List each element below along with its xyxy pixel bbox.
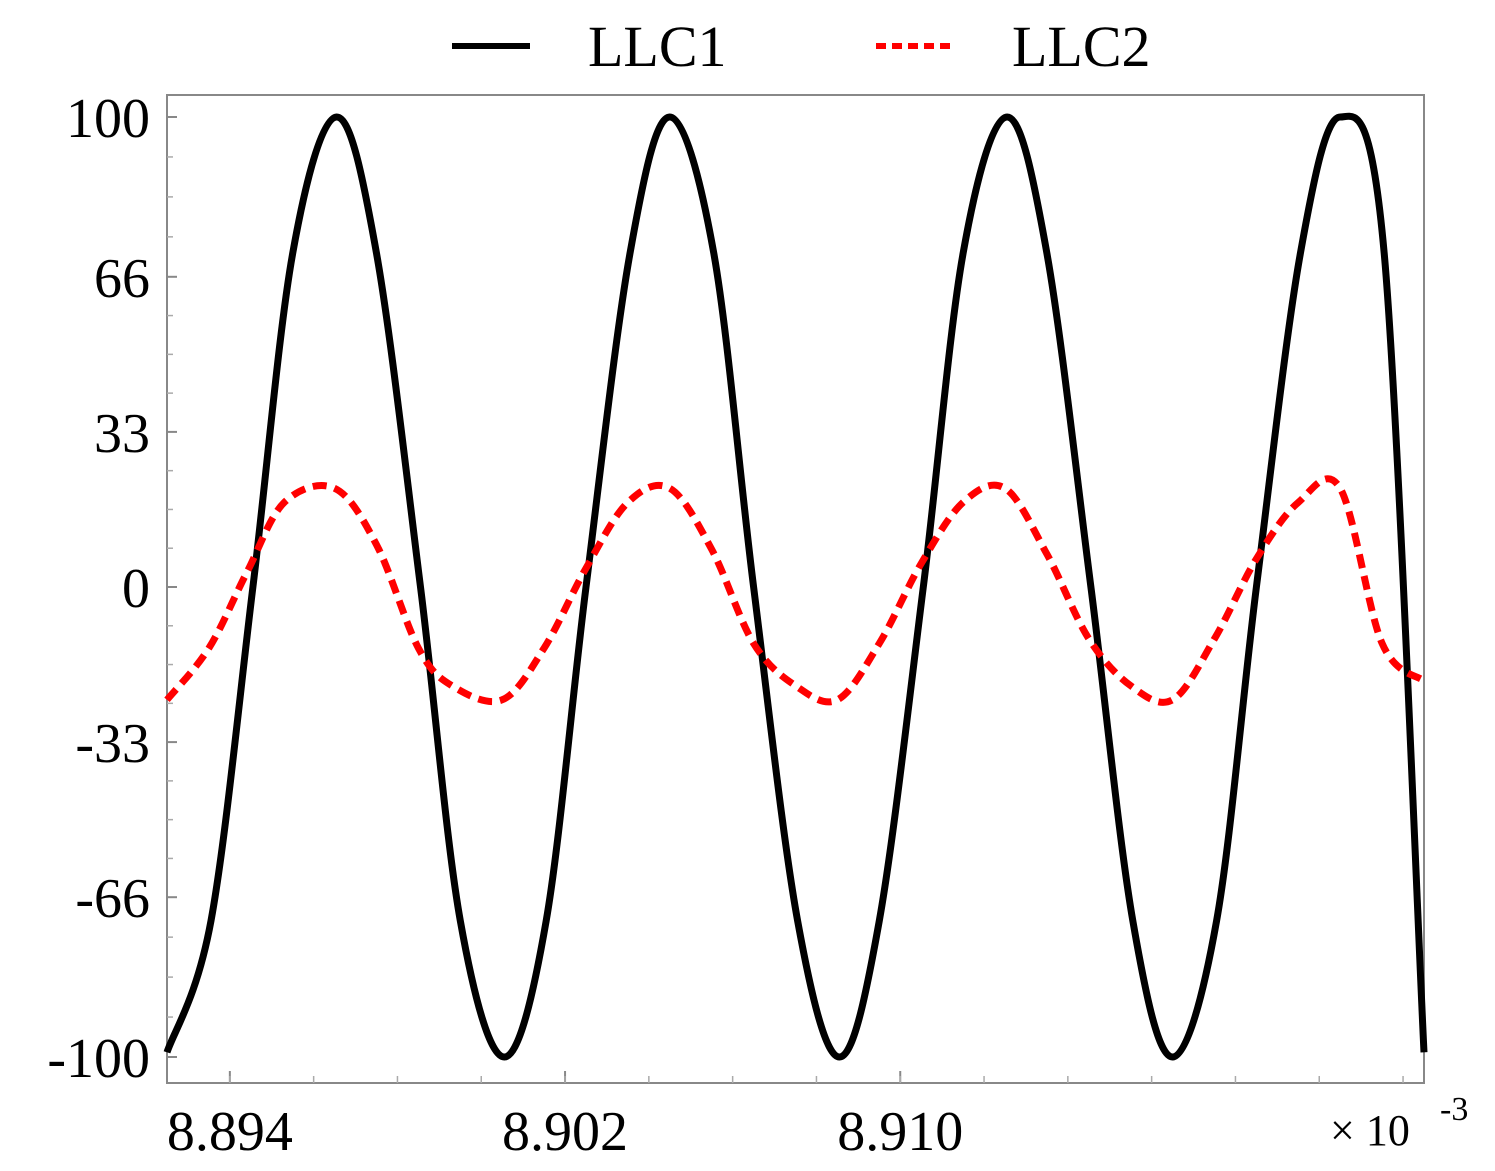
legend-label-llc1: LLC1	[588, 14, 727, 79]
y-tick-label-3: 0	[122, 558, 150, 620]
y-tick-label-2: 33	[94, 403, 150, 465]
y-tick-label-6: -100	[47, 1028, 150, 1090]
x-tick-label-0: 8.894	[167, 1101, 293, 1163]
series-line-llc2	[164, 475, 1427, 706]
y-tick-label-5: -66	[75, 868, 150, 930]
x-tick-label-1: 8.902	[502, 1101, 628, 1163]
x-multiplier-label: × 10	[1330, 1106, 1410, 1155]
x-multiplier-exponent: -3	[1440, 1091, 1468, 1128]
legend: LLC1 LLC2	[452, 14, 1151, 79]
x-axis: 8.894 8.902 8.910	[167, 1071, 1404, 1163]
series-layer	[163, 112, 1428, 1061]
y-tick-label-0: 100	[66, 88, 150, 150]
y-tick-label-1: 66	[94, 248, 150, 310]
series-line-llc1	[163, 112, 1428, 1061]
y-tick-label-4: -33	[75, 713, 150, 775]
x-tick-label-2: 8.910	[837, 1101, 963, 1163]
legend-label-llc2: LLC2	[1012, 14, 1151, 79]
plot-area	[166, 94, 1425, 1084]
y-axis: 100 66 33 0 -33 -66 -100	[47, 88, 177, 1090]
